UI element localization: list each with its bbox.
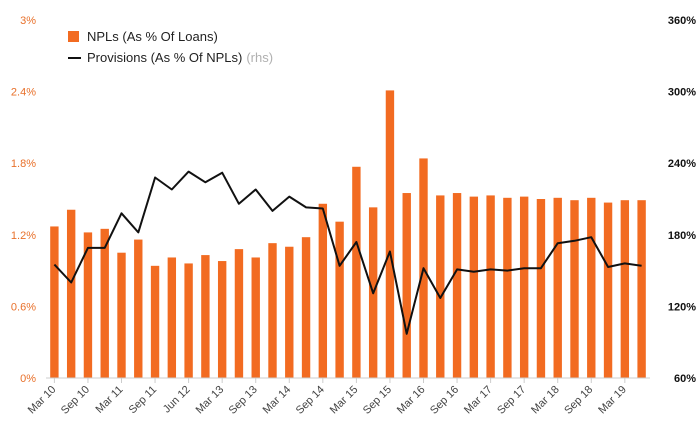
npl-bar-7 — [167, 257, 177, 378]
npl-bar-18 — [352, 166, 361, 378]
npl-bar-35 — [637, 200, 646, 378]
npl-bar-20 — [385, 90, 395, 378]
x-tick-label: Mar 17 — [462, 384, 495, 417]
npl-bar-23 — [436, 195, 445, 378]
legend-item-npl: NPLs (As % Of Loans) — [68, 26, 273, 47]
y-right-tick-label: 60% — [674, 373, 696, 385]
y-left-tick-label: 0.6% — [11, 301, 36, 313]
x-tick-label: Mar 14 — [261, 384, 294, 417]
npl-bar-0 — [50, 226, 59, 378]
npl-bar-27 — [503, 197, 512, 378]
y-right-tick-label: 120% — [668, 301, 696, 313]
npl-bar-34 — [620, 200, 630, 378]
npl-bar-3 — [100, 228, 109, 378]
npl-bar-10 — [217, 261, 227, 378]
npl-bar-21 — [402, 193, 411, 378]
y-left-tick-label: 0% — [20, 373, 36, 385]
x-tick-label: Mar 16 — [395, 384, 428, 417]
npl-bars — [50, 90, 646, 378]
npl-bar-13 — [268, 243, 277, 378]
x-tick-label: Sep 13 — [227, 384, 260, 417]
npl-bar-4 — [117, 252, 126, 378]
npl-bar-5 — [134, 239, 143, 378]
npl-bar-2 — [83, 232, 93, 378]
x-tick-label: Sep 15 — [361, 384, 394, 417]
y-left-tick-label: 1.2% — [11, 230, 36, 242]
npl-bar-33 — [603, 202, 613, 378]
x-tick-label: Sep 10 — [59, 384, 92, 417]
npl-bar-30 — [553, 197, 562, 378]
y-right-tick-label: 300% — [668, 87, 696, 99]
npl-bar-26 — [486, 195, 495, 378]
npl-bar-6 — [150, 265, 160, 378]
npl-bar-29 — [536, 199, 546, 378]
y-left-tick-label: 2.4% — [11, 87, 36, 99]
x-tick-label: Sep 18 — [562, 384, 595, 417]
legend-note-rhs: (rhs) — [246, 50, 274, 65]
x-tick-label: Sep 14 — [294, 384, 327, 417]
npl-bar-9 — [201, 255, 210, 378]
x-tick-label: Jun 12 — [161, 384, 193, 416]
legend-label-provisions: Provisions (As % Of NPLs) — [87, 50, 243, 65]
provisions-line — [53, 170, 642, 335]
npl-bar-17 — [335, 221, 344, 378]
npl-bar-31 — [570, 200, 579, 378]
legend: NPLs (As % Of Loans) Provisions (As % Of… — [68, 26, 273, 68]
provisions-line-path — [53, 170, 642, 335]
npl-bar-15 — [301, 237, 311, 378]
x-tick-label: Sep 17 — [495, 384, 528, 417]
y-right-tick-label: 180% — [668, 230, 696, 242]
legend-swatch-npl — [68, 31, 79, 42]
x-tick-label: Mar 11 — [94, 384, 126, 416]
npl-bar-12 — [251, 257, 260, 378]
x-tick-label: Mar 13 — [194, 384, 227, 417]
legend-label-npl: NPLs (As % Of Loans) — [87, 29, 218, 44]
npl-bar-14 — [285, 246, 294, 378]
x-tick-label: Mar 15 — [328, 384, 361, 417]
npl-bar-11 — [234, 249, 244, 378]
npl-bar-24 — [452, 193, 462, 378]
legend-line-provisions — [68, 56, 81, 59]
x-tick-label: Mar 19 — [596, 384, 629, 417]
legend-item-provisions: Provisions (As % Of NPLs) (rhs) — [68, 47, 273, 68]
npl-bar-1 — [66, 209, 76, 378]
npl-bar-25 — [469, 196, 479, 378]
y-left-tick-label: 1.8% — [11, 158, 36, 170]
y-right-tick-label: 240% — [668, 158, 696, 170]
x-tick-label: Mar 18 — [529, 384, 562, 417]
npl-bar-8 — [184, 263, 193, 378]
npl-bar-16 — [318, 203, 328, 378]
npl-bar-28 — [519, 196, 529, 378]
y-right-tick-label: 360% — [668, 15, 696, 27]
npl-bar-32 — [587, 197, 596, 378]
x-tick-label: Sep 11 — [127, 384, 160, 417]
x-tick-label: Sep 16 — [428, 384, 461, 417]
x-tick-label: Mar 10 — [26, 384, 59, 417]
y-left-tick-label: 3% — [20, 15, 36, 27]
